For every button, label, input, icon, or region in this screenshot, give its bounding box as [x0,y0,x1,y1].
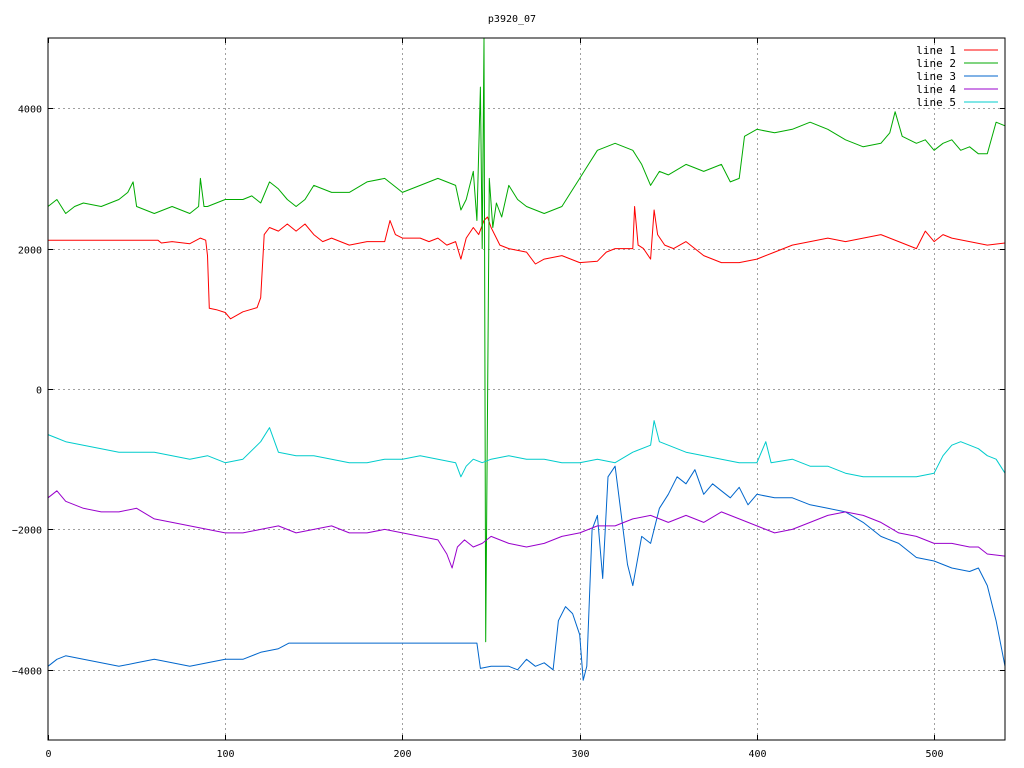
x-tick-label: 100 [216,749,234,760]
series-line-1 [48,206,1006,320]
y-tick-label: 4000 [18,105,42,116]
grid [48,38,1005,740]
y-tick-label: 2000 [18,246,42,257]
legend-label-line-4: line 4 [916,83,956,96]
legend-label-line-5: line 5 [916,96,956,109]
series-line-2 [47,37,1006,643]
chart-title: p3920_07 [488,14,536,25]
axis-ticks: 0 100 200 300 400 500 −4000 −2000 0 2000 4000 [12,38,1005,760]
series-group [47,37,1006,681]
y-tick-label: 0 [36,386,42,397]
x-tick-label: 300 [571,749,589,760]
y-tick-label: −2000 [12,526,42,537]
x-tick-label: 200 [393,749,411,760]
x-tick-label: 500 [925,749,943,760]
y-tick-label: −4000 [12,667,42,678]
series-line-5 [47,420,1006,478]
plot-frame [47,37,1006,741]
series-line-3 [47,465,1006,681]
x-tick-label: 0 [45,749,51,760]
legend-label-line-3: line 3 [916,70,956,83]
legend-label-line-1: line 1 [916,44,956,57]
legend-label-line-2: line 2 [916,57,956,70]
series-line-4 [47,490,1006,569]
x-tick-label: 400 [748,749,766,760]
